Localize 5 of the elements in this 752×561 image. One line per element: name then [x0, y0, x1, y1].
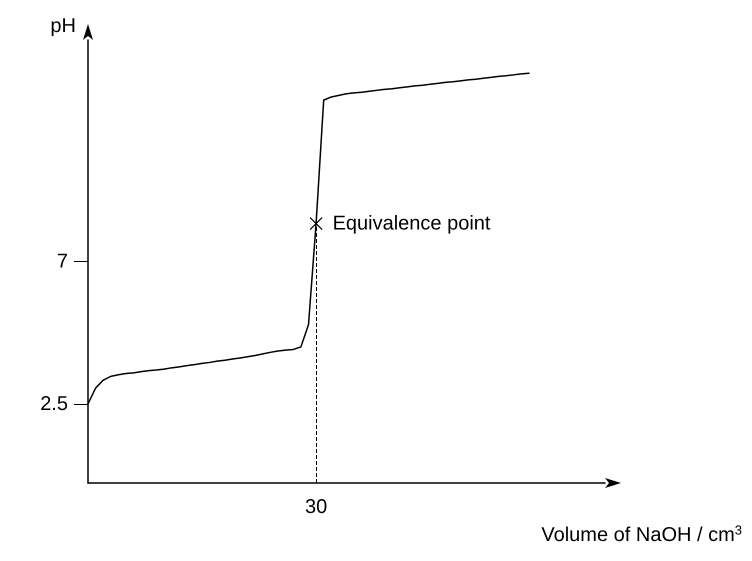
annotation: Equivalence point	[332, 212, 491, 235]
x-tick-label: 30	[304, 496, 328, 518]
y-tick-label: 7	[56, 250, 68, 272]
y-tick-label: 2.5	[40, 392, 68, 415]
y-axis-title: pH	[50, 15, 76, 37]
